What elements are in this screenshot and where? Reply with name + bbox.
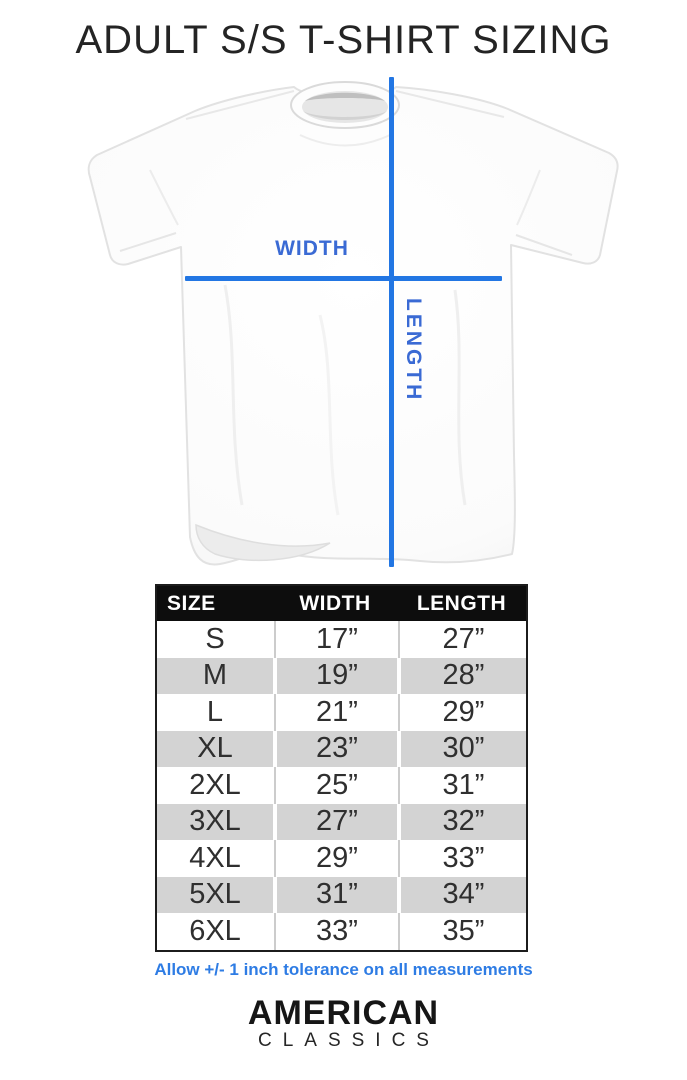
size-table: SIZE WIDTH LENGTH S 17” 27” M 19” 28” L 21” 29” X… <box>155 584 528 952</box>
column-divider <box>398 621 400 658</box>
table-row: 5XL 31” 34” <box>157 876 526 914</box>
size-table-header: SIZE WIDTH LENGTH <box>157 586 526 621</box>
cell-size: S <box>157 621 273 658</box>
header-size: SIZE <box>167 591 216 615</box>
column-divider <box>274 913 276 950</box>
column-divider <box>398 877 400 914</box>
column-divider <box>398 840 400 877</box>
column-divider <box>274 767 276 804</box>
table-row: L 21” 29” <box>157 694 526 731</box>
size-table-body: S 17” 27” M 19” 28” L 21” 29” XL 23” 30” 2XL 25” 31” 3X… <box>157 621 526 950</box>
tolerance-note: Allow +/- 1 inch tolerance on all measur… <box>154 960 533 979</box>
cell-length: 27” <box>401 621 526 658</box>
table-row: XL 23” 30” <box>157 730 526 768</box>
table-row: 3XL 27” 32” <box>157 803 526 841</box>
cell-size: 2XL <box>157 767 273 804</box>
table-row: 6XL 33” 35” <box>157 913 526 950</box>
page-title: ADULT S/S T-SHIRT SIZING <box>75 18 612 62</box>
cell-length: 33” <box>401 840 526 877</box>
cell-length: 32” <box>401 803 526 840</box>
cell-size: M <box>157 657 273 694</box>
cell-size: 3XL <box>157 803 273 840</box>
length-measure-label: LENGTH <box>402 298 425 403</box>
column-divider <box>274 804 276 841</box>
width-measure-label: WIDTH <box>275 237 349 260</box>
cell-length: 31” <box>401 767 526 804</box>
column-divider <box>274 731 276 768</box>
cell-size: L <box>157 694 273 731</box>
cell-size: 5XL <box>157 876 273 913</box>
column-divider <box>398 731 400 768</box>
width-measure-line <box>185 276 502 281</box>
tshirt-illustration <box>87 81 619 566</box>
column-divider <box>398 658 400 695</box>
cell-width: 31” <box>277 876 397 913</box>
table-row: 4XL 29” 33” <box>157 840 526 877</box>
cell-length: 34” <box>401 876 526 913</box>
column-divider <box>398 913 400 950</box>
cell-size: 4XL <box>157 840 273 877</box>
column-divider <box>398 804 400 841</box>
column-divider <box>274 694 276 731</box>
cell-length: 35” <box>401 913 526 950</box>
cell-length: 29” <box>401 694 526 731</box>
table-row: S 17” 27” <box>157 621 526 658</box>
cell-width: 19” <box>277 657 397 694</box>
cell-length: 30” <box>401 730 526 767</box>
column-divider <box>398 767 400 804</box>
column-divider <box>274 621 276 658</box>
table-row: M 19” 28” <box>157 657 526 695</box>
brand-logo: AMERICAN CLASSICS <box>0 995 687 1051</box>
table-row: 2XL 25” 31” <box>157 767 526 804</box>
header-length: LENGTH <box>416 591 507 615</box>
brand-name-classics: CLASSICS <box>258 1030 440 1051</box>
cell-length: 28” <box>401 657 526 694</box>
brand-name-american: AMERICAN <box>247 994 440 1032</box>
tshirt-diagram: WIDTH LENGTH <box>0 75 687 580</box>
column-divider <box>274 658 276 695</box>
cell-size: XL <box>157 730 273 767</box>
length-measure-line <box>389 77 394 567</box>
cell-width: 21” <box>277 694 397 731</box>
cell-width: 29” <box>277 840 397 877</box>
column-divider <box>274 840 276 877</box>
cell-width: 23” <box>277 730 397 767</box>
cell-size: 6XL <box>157 913 273 950</box>
column-divider <box>398 694 400 731</box>
cell-width: 27” <box>277 803 397 840</box>
header-width: WIDTH <box>299 591 371 615</box>
column-divider <box>274 877 276 914</box>
cell-width: 17” <box>277 621 397 658</box>
cell-width: 33” <box>277 913 397 950</box>
cell-width: 25” <box>277 767 397 804</box>
